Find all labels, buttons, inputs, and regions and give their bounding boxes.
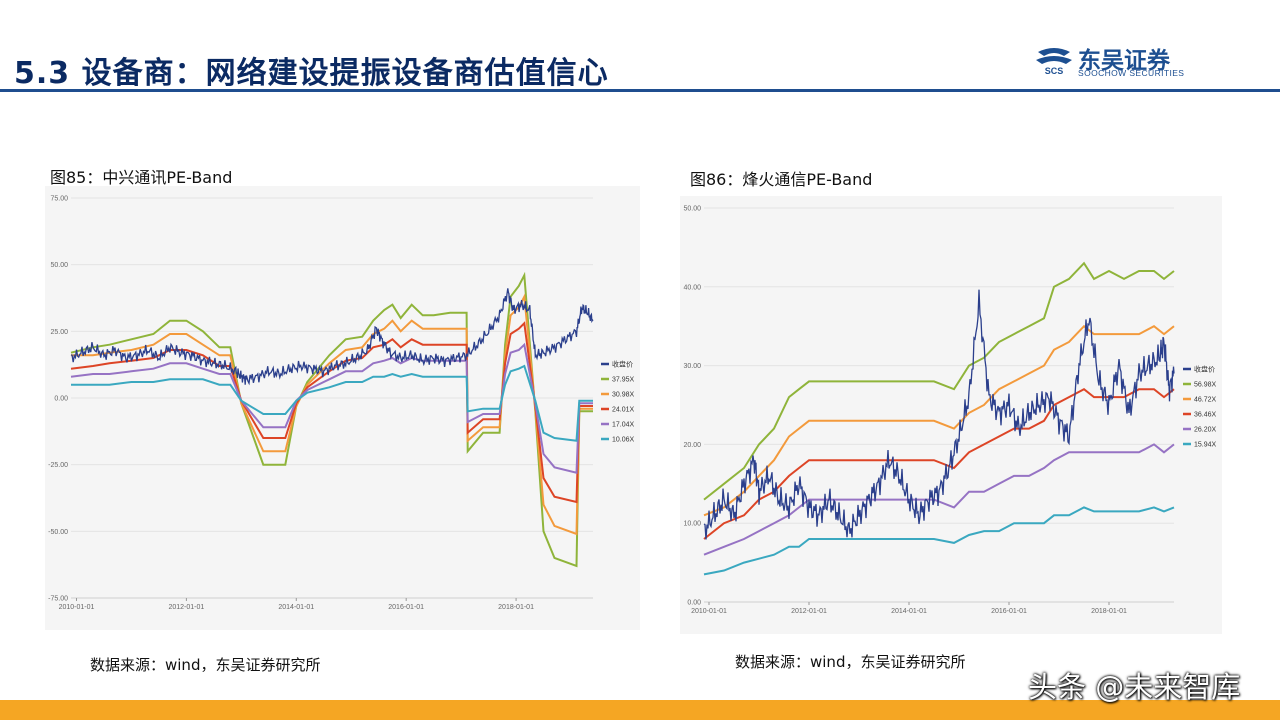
- legend-label: 46.72X: [1194, 397, 1217, 404]
- band-line-46.72X: [703, 324, 1175, 517]
- legend-label: 收盘价: [1194, 365, 1215, 374]
- figure-caption-1: 图85：中兴通讯PE-Band: [50, 168, 233, 187]
- legend-label: 17.04X: [612, 422, 635, 429]
- x-tick-label: 2012-01-01: [791, 608, 827, 615]
- pe-band-chart-fiberhome: 50.00 40.00 30.00 20.00 10.00 0.00 2010-01-01 2…: [680, 196, 1222, 634]
- x-tick-label: 2016-01-01: [991, 608, 1027, 615]
- logo-name: 东吴证券: [1078, 48, 1170, 74]
- y-tick-label: 75.00: [50, 196, 68, 203]
- band-line-37.95X: [70, 271, 593, 568]
- figure-source-1: 数据来源：wind，东吴证券研究所: [90, 656, 321, 674]
- figure-source-2: 数据来源：wind，东吴证券研究所: [735, 653, 966, 671]
- band-line-17.04X: [70, 342, 593, 474]
- legend-label: 30.98X: [612, 392, 635, 399]
- logo-subtitle: SOOCHOW SECURITIES: [1078, 68, 1185, 78]
- figure-caption-2: 图86：烽火通信PE-Band: [690, 170, 873, 189]
- band-line-36.46X: [703, 388, 1175, 540]
- price-line: [703, 289, 1175, 540]
- x-tick-label: 2018-01-01: [1091, 608, 1127, 615]
- x-tick-label: 2018-01-01: [498, 604, 534, 611]
- legend-label: 36.46X: [1194, 412, 1217, 419]
- legend-label: 56.98X: [1194, 382, 1217, 389]
- legend-label: 26.20X: [1194, 427, 1217, 434]
- legend-label: 10.06X: [612, 437, 635, 444]
- band-line-15.94X: [703, 506, 1175, 576]
- band-line-26.20X: [703, 443, 1175, 556]
- legend-label: 15.94X: [1194, 442, 1217, 449]
- y-tick-label: 10.00: [683, 521, 701, 528]
- legend-label: 24.01X: [612, 407, 635, 414]
- x-tick-label: 2010-01-01: [691, 608, 727, 615]
- x-tick-label: 2014-01-01: [891, 608, 927, 615]
- x-tick-label: 2014-01-01: [278, 604, 314, 611]
- y-tick-label: 40.00: [683, 284, 701, 291]
- pe-band-chart-zte: 75.00 50.00 25.00 0.00 -25.00 -50.00 -75.00 201…: [45, 186, 640, 630]
- y-tick-label: 25.00: [50, 329, 68, 336]
- chart-svg-zte: 75.0050.0025.000.00-25.00-50.00-75.00201…: [48, 196, 635, 612]
- watermark: 头条 @未来智库: [1028, 670, 1241, 704]
- footer-accent-bar: [0, 700, 1280, 720]
- y-tick-label: 50.00: [50, 262, 68, 269]
- y-tick-label: 20.00: [683, 442, 701, 449]
- band-line-24.01X: [70, 321, 593, 504]
- logo-mark-icon: SCS: [1034, 46, 1074, 78]
- logo-mark-text: SCS: [1044, 66, 1064, 76]
- x-tick-label: 2016-01-01: [388, 604, 424, 611]
- y-tick-label: -25.00: [48, 462, 68, 469]
- y-tick-label: 0.00: [687, 600, 701, 607]
- band-line-56.98X: [703, 261, 1175, 501]
- page-title: 5.3 设备商：网络建设提振设备商估值信心: [14, 56, 609, 91]
- legend-label: 收盘价: [612, 360, 633, 369]
- y-tick-label: 0.00: [54, 396, 68, 403]
- y-tick-label: -75.00: [48, 596, 68, 603]
- company-logo: SCS 东吴证券 SOOCHOW SECURITIES: [1034, 44, 1224, 80]
- y-tick-label: 30.00: [683, 363, 701, 370]
- y-tick-label: 50.00: [683, 206, 701, 213]
- y-tick-label: -50.00: [48, 529, 68, 536]
- x-tick-label: 2012-01-01: [168, 604, 204, 611]
- legend-label: 37.95X: [612, 377, 635, 384]
- price-line: [70, 288, 594, 386]
- title-divider: [0, 89, 1280, 92]
- band-line-10.06X: [71, 364, 593, 442]
- x-tick-label: 2010-01-01: [59, 604, 95, 611]
